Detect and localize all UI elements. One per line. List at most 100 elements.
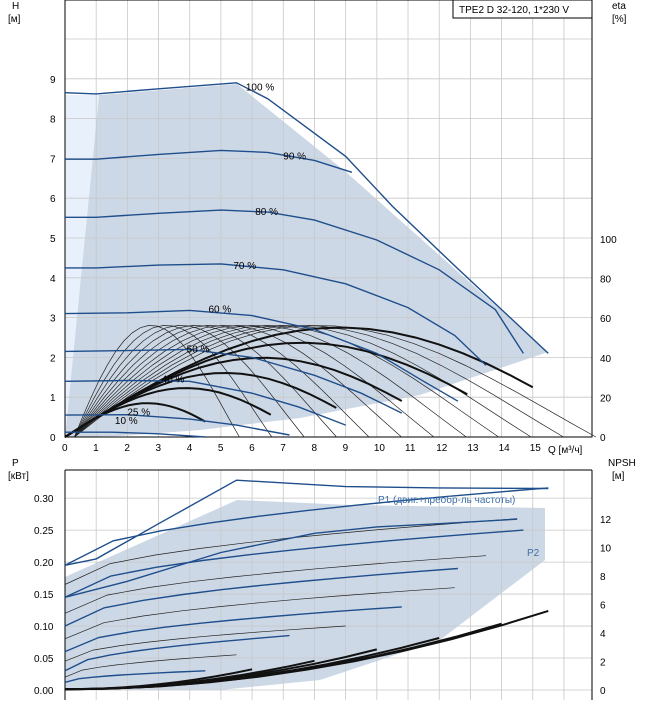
head-tick-label: 2 (50, 353, 56, 364)
power-curve (64, 487, 549, 566)
speed-label: 60 % (208, 305, 231, 316)
power-operating-region (65, 500, 545, 690)
flow-tick-label: 14 (499, 443, 511, 454)
power-curve (64, 634, 290, 672)
speed-label: 10 % (115, 416, 138, 427)
head-plot-frame (64, 0, 593, 438)
eta-axis-unit: [%] (612, 14, 627, 25)
efficiency-curve (64, 326, 534, 438)
npsh-axis-label: NPSH (608, 458, 636, 469)
flow-tick-label: 0 (62, 443, 68, 454)
eta-tick-label: 0 (600, 433, 606, 444)
speed-curve (64, 413, 290, 436)
flow-tick-label: 6 (249, 443, 255, 454)
head-tick-label: 3 (50, 314, 56, 325)
p1-label: P1 (двиг.+преобр-ль частоты) (378, 494, 515, 506)
eta-tick-label: 40 (600, 354, 612, 365)
npsh-tick-label: 6 (600, 601, 606, 612)
eta-tick-label: 60 (600, 314, 612, 325)
head-tick-label: 9 (50, 75, 56, 86)
flow-tick-label: 12 (436, 443, 448, 454)
speed-label: 80 % (255, 207, 278, 218)
flow-tick-label: 8 (311, 443, 317, 454)
speed-curve (64, 82, 549, 354)
power-curve (64, 670, 206, 683)
head-axes: 0 1 2 3 4 5 6 7 8 9 10 11 12 13 14 15012345678902040608… (50, 75, 617, 454)
power-tick-label: 0.20 (34, 558, 54, 569)
head-axis-label: H (12, 1, 19, 12)
flow-tick-label: 3 (156, 443, 162, 454)
power-curve (64, 587, 455, 640)
speed-curve (65, 209, 524, 354)
speed-label: 90 % (283, 151, 306, 162)
p2-label: P2 (527, 548, 540, 559)
power-curve (64, 555, 487, 614)
power-axis-unit: [кВт] (8, 471, 29, 482)
speed-curve (65, 149, 353, 173)
model-title: TPE2 D 32-120, 1*230 V (459, 5, 569, 16)
flow-tick-label: 1 (93, 443, 99, 454)
head-tick-label: 4 (50, 274, 56, 285)
flow-tick-label: 9 (343, 443, 349, 454)
flow-tick-label: 15 (530, 443, 542, 454)
speed-label: 25 % (127, 407, 150, 418)
efficiency-arc (74, 325, 467, 438)
head-curves: 100 % 90 % 80 % 70 % 60 % 50 % 40 % 25 %10 % (64, 82, 597, 438)
model-title-box (452, 0, 593, 19)
npsh-tick-label: 0 (600, 686, 606, 697)
npsh-curve (64, 668, 253, 691)
eta-tick-label: 100 (600, 235, 617, 246)
power-tick-label: 0.15 (34, 590, 54, 601)
head-tick-label: 5 (50, 234, 56, 245)
head-tick-label: 7 (50, 154, 56, 165)
head-tick-label: 0 (50, 433, 56, 444)
speed-curve (64, 379, 346, 426)
eta-tick-label: 20 (600, 393, 612, 404)
eta-tick-label: 80 (600, 275, 612, 286)
speed-label: 70 % (233, 261, 256, 272)
power-curve (64, 567, 458, 627)
flow-tick-label: 7 (280, 443, 286, 454)
power-tick-label: 0.10 (34, 622, 54, 633)
power-curve (64, 606, 402, 653)
power-tick-label: 0.30 (34, 494, 54, 505)
npsh-tick-label: 12 (600, 515, 612, 526)
speed-label: 50 % (187, 344, 210, 355)
efficiency-arc (74, 325, 273, 438)
power-tick-label: 0.25 (34, 526, 54, 537)
head-grid (64, 0, 592, 437)
power-series-curve (64, 479, 549, 566)
speed-curve (64, 348, 403, 414)
power-axis-label: P (12, 458, 19, 469)
head-tick-label: 1 (50, 393, 56, 404)
flow-tick-label: 5 (218, 443, 224, 454)
head-tick-label: 6 (50, 194, 56, 205)
power-curve (64, 625, 346, 662)
npsh-tick-label: 10 (600, 544, 612, 555)
power-series-curve (64, 518, 518, 598)
flow-tick-label: 2 (124, 443, 130, 454)
npsh-tick-label: 2 (600, 658, 606, 669)
power-curve (64, 654, 237, 678)
power-axes: 0.00 0.05 0.10 0.15 0.20 0.25 0.30 0 2 4 6 8 10 12 (34, 494, 612, 697)
npsh-tick-label: 8 (600, 572, 606, 583)
head-tick-label: 8 (50, 115, 56, 126)
flow-tick-label: 10 (374, 443, 386, 454)
efficiency-arc (74, 325, 435, 438)
efficiency-arc (74, 325, 370, 438)
head-axis-unit: [м] (8, 14, 21, 25)
flow-tick-label: 4 (187, 443, 193, 454)
power-tick-label: 0.05 (34, 654, 54, 665)
npsh-tick-label: 4 (600, 629, 606, 640)
flow-tick-label: 13 (467, 443, 479, 454)
eta-axis-label: eta (612, 1, 626, 12)
flow-axis-label: Q [м³/ч] (548, 445, 583, 456)
speed-label: 40 % (162, 374, 185, 385)
power-curve (64, 529, 524, 598)
speed-curve (65, 263, 487, 366)
speed-curve (64, 309, 459, 402)
